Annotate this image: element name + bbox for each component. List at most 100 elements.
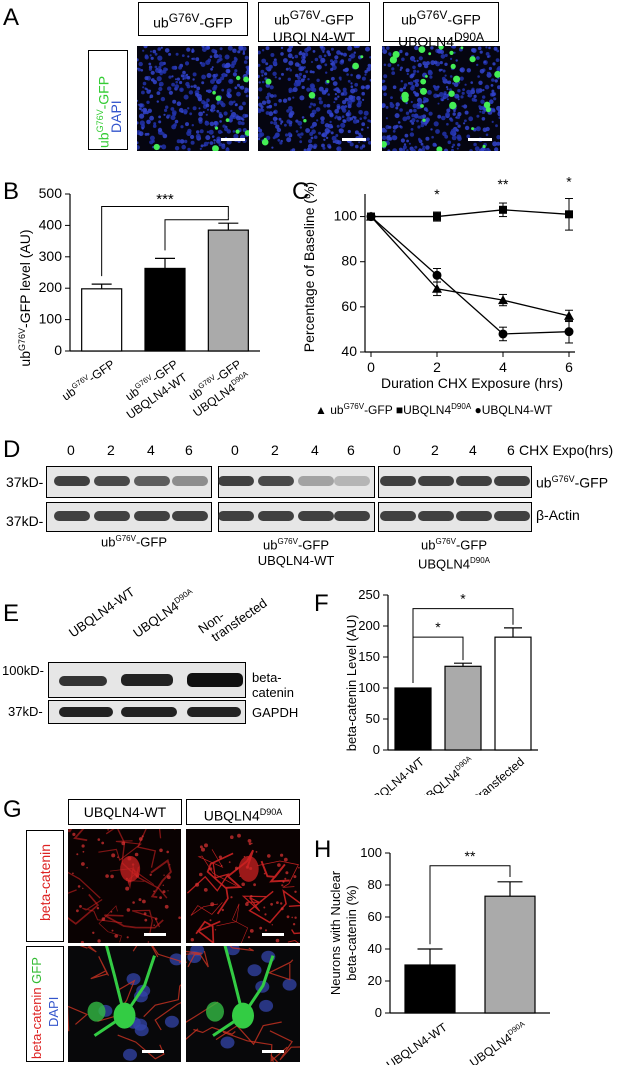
dapi-nucleus — [353, 51, 356, 54]
dapi-nucleus — [265, 66, 269, 71]
puncta — [110, 874, 114, 879]
dapi-nucleus — [234, 69, 238, 73]
dapi-nucleus — [408, 109, 413, 113]
dapi-nucleus — [348, 95, 354, 100]
dapi-nucleus — [363, 110, 369, 116]
puncta — [125, 886, 130, 891]
dapi-nucleus — [479, 50, 483, 54]
dapi-nucleus — [458, 81, 461, 84]
dapi-nucleus — [329, 113, 334, 118]
panel-c-letter: C — [292, 178, 310, 205]
dapi-nucleus — [444, 74, 447, 77]
dapi-nucleus — [148, 62, 152, 66]
dapi-nucleus — [491, 120, 494, 123]
neurite — [186, 1001, 219, 1040]
panel-a-image-1 — [137, 46, 249, 151]
g-row1-label-box: beta-catenin — [26, 830, 64, 942]
dapi-nucleus — [187, 55, 190, 58]
group-text: ub — [101, 534, 116, 550]
dapi-nucleus — [179, 139, 185, 144]
dapi-nucleus — [265, 135, 271, 141]
gfp-cell — [308, 92, 316, 99]
dapi-nucleus — [468, 116, 474, 122]
gfp-cell — [420, 78, 427, 85]
dapi-nucleus — [476, 56, 480, 60]
bar — [484, 895, 536, 1014]
dapi-nucleus — [390, 96, 393, 99]
dapi-nucleus — [476, 63, 479, 67]
y-axis-label: ubG76V-GFP level (AU) — [17, 229, 33, 366]
group-text: ub — [263, 537, 278, 553]
dapi-nucleus — [461, 91, 465, 95]
puncta — [121, 841, 125, 846]
dapi-nucleus — [198, 111, 203, 117]
panel-a-image-3 — [382, 46, 500, 151]
lane-sup: D90A — [172, 586, 195, 606]
dapi-nucleus — [364, 73, 367, 76]
dapi-nucleus — [309, 112, 315, 118]
dapi-nucleus — [283, 58, 288, 63]
dapi-nucleus — [453, 109, 456, 113]
neurite — [216, 903, 249, 943]
puncta — [96, 907, 100, 910]
scale-bar — [262, 1050, 284, 1053]
neurite — [190, 902, 223, 916]
dapi-nucleus — [180, 74, 184, 78]
dapi-nucleus — [153, 122, 157, 126]
band — [187, 707, 241, 717]
g-image-2 — [186, 829, 300, 943]
dapi-nucleus — [280, 52, 284, 56]
dapi-nucleus — [385, 117, 388, 120]
group-sup: G76V — [277, 537, 298, 546]
dapi-nucleus — [274, 132, 280, 138]
beta-catenin-channel-label: beta-catenin — [37, 843, 53, 921]
dapi-nucleus — [352, 115, 355, 119]
dapi-nucleus — [496, 105, 500, 111]
dapi-nucleus — [172, 99, 177, 104]
y-tick-label: 0 — [375, 1005, 382, 1020]
gfp-cell — [236, 75, 241, 81]
puncta — [241, 882, 245, 887]
dapi-nucleus — [497, 85, 500, 90]
dapi-nucleus — [244, 90, 248, 94]
gfp-cell — [436, 146, 443, 151]
dapi-nucleus — [242, 101, 246, 106]
puncta — [111, 853, 116, 858]
dapi-nucleus — [403, 83, 408, 87]
dapi-nucleus — [261, 80, 265, 84]
dapi-nucleus — [464, 119, 467, 123]
dapi-nucleus — [258, 128, 263, 133]
dapi-nucleus — [164, 108, 168, 112]
band — [418, 511, 454, 521]
dapi-nucleus — [179, 87, 184, 93]
puncta — [263, 872, 266, 875]
dapi-nucleus — [206, 73, 212, 78]
x-tick-label: 0 — [367, 359, 375, 375]
dapi-nucleus — [279, 141, 283, 145]
dapi-nucleus — [269, 104, 273, 108]
dapi-nucleus — [449, 75, 453, 78]
dapi-nucleus — [437, 114, 442, 119]
puncta — [159, 848, 163, 853]
dapi-nucleus — [137, 141, 139, 145]
gfp-cell — [448, 90, 455, 97]
bar — [494, 636, 532, 751]
dapi-nucleus — [218, 142, 223, 147]
puncta — [114, 934, 118, 938]
dapi-nucleus — [143, 46, 148, 49]
dapi-nucleus — [233, 100, 236, 104]
gfp-cell — [422, 118, 426, 122]
panel-d-letter: D — [3, 436, 21, 463]
significance-bracket — [429, 865, 511, 945]
e-mw-label-2: 37kD- — [8, 704, 43, 719]
dapi-nucleus — [422, 114, 427, 119]
neurite — [73, 829, 88, 842]
dapi-nucleus — [200, 62, 206, 67]
dapi-nucleus — [163, 113, 166, 116]
dapi-nucleus — [340, 122, 346, 128]
dapi-nucleus — [158, 86, 163, 92]
dapi-nucleus — [455, 121, 459, 126]
dapi-nucleus — [308, 105, 312, 109]
band — [258, 511, 294, 521]
dapi-nucleus — [350, 88, 356, 94]
